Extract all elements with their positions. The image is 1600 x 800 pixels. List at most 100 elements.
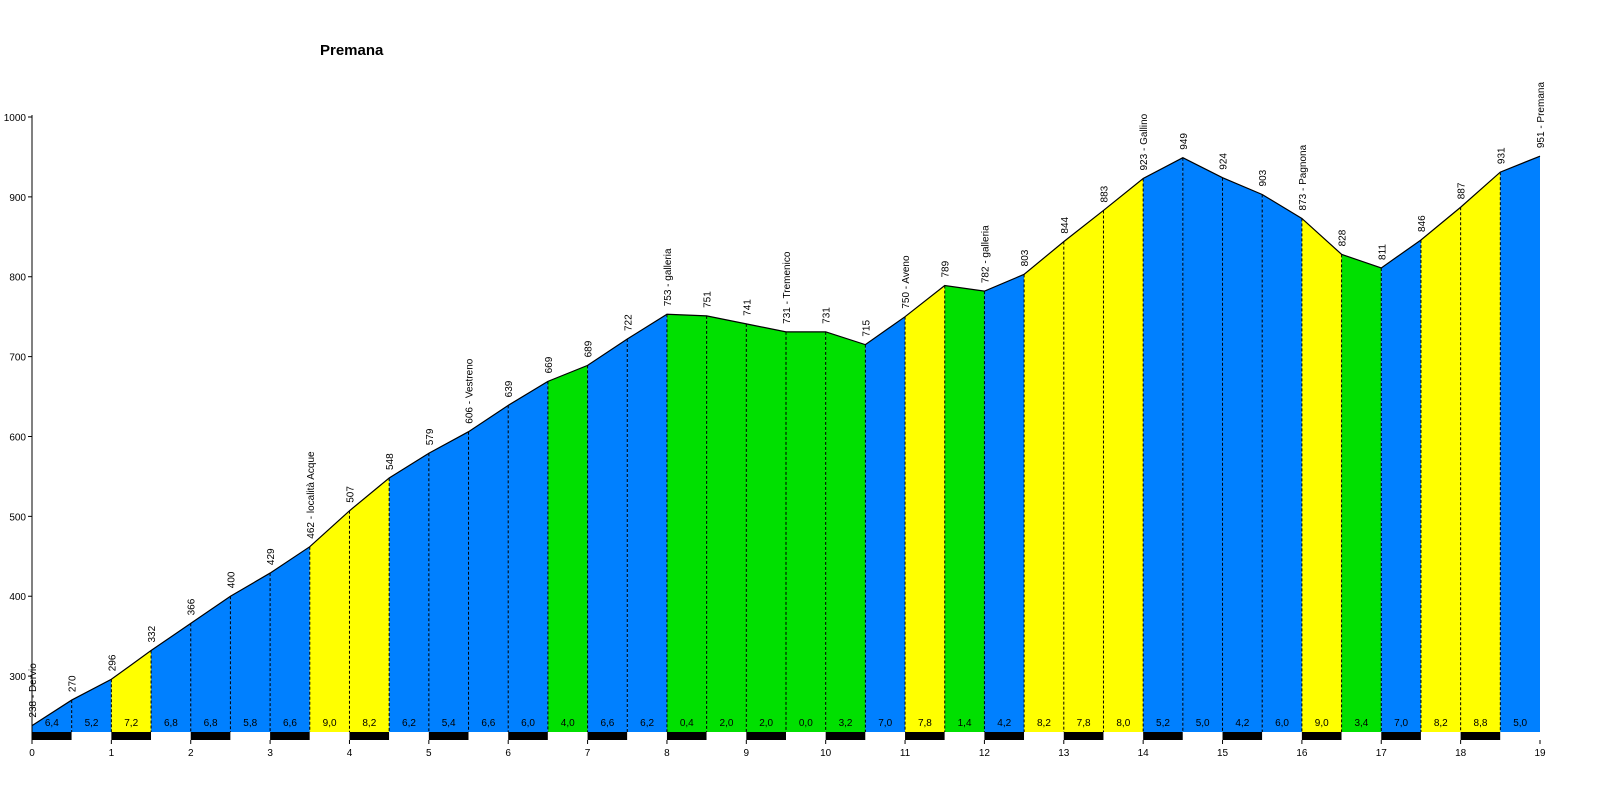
elevation-label: 782 - galleria: [980, 225, 991, 283]
slope-segment: [746, 323, 786, 732]
km-bar-cell: [666, 732, 707, 740]
km-bar-cell: [1420, 732, 1461, 740]
segment-dividers: [71, 157, 1501, 732]
elevation-label: 844: [1060, 216, 1071, 233]
km-bar-cell: [1103, 732, 1144, 740]
x-tick-label: 15: [1217, 748, 1229, 759]
slope-segments: [32, 156, 1540, 732]
x-tick-label: 3: [267, 748, 273, 759]
slope-segment: [270, 546, 310, 732]
gradient-label: 2,0: [759, 718, 773, 729]
gradient-label: 6,6: [283, 718, 297, 729]
elevation-label: 828: [1338, 229, 1349, 246]
x-tick-label: 17: [1376, 748, 1388, 759]
slope-segment: [1063, 210, 1104, 732]
y-tick-label: 1000: [4, 113, 27, 124]
x-tick-label: 9: [744, 748, 750, 759]
gradient-label: 5,4: [442, 718, 456, 729]
km-bar-cell: [270, 732, 310, 740]
gradient-label: 8,2: [362, 718, 376, 729]
gradient-label: 6,8: [204, 718, 218, 729]
gradient-label: 7,0: [1394, 718, 1408, 729]
x-tick-label: 2: [188, 748, 194, 759]
elevation-label: 923 - Gallino: [1139, 113, 1150, 170]
gradient-label: 3,2: [839, 718, 853, 729]
km-bar-cell: [1341, 732, 1382, 740]
slope-segment: [428, 431, 469, 732]
elevation-label: 741: [742, 299, 753, 316]
slope-segment: [1262, 194, 1302, 732]
gradient-label: 5,0: [1196, 718, 1210, 729]
elevation-labels: 238 - Dervio 270 296 332 366 400 429 462 - loca…: [28, 82, 1547, 718]
gradient-label: 8,2: [1037, 718, 1051, 729]
gradient-label: 2,0: [720, 718, 734, 729]
km-bar-cell: [468, 732, 509, 740]
km-bar-cell: [944, 732, 985, 740]
x-tick-label: 4: [347, 748, 353, 759]
elevation-line: [31, 155, 1541, 727]
x-tick-label: 18: [1455, 748, 1467, 759]
elevation-label: 238 - Dervio: [28, 663, 39, 718]
gradient-label: 4,0: [561, 718, 575, 729]
slope-segment: [627, 314, 667, 732]
x-tick-label: 0: [29, 748, 35, 759]
elevation-label: 903: [1258, 169, 1269, 186]
elevation-label: 924: [1219, 153, 1230, 170]
slope-segment: [151, 623, 191, 732]
elevation-label: 366: [187, 598, 198, 615]
slope-segment: [111, 650, 152, 732]
slope-segment: [508, 381, 548, 732]
slope-segment: [786, 331, 826, 732]
km-bar-cell: [1460, 732, 1501, 740]
x-tick-label: 5: [426, 748, 432, 759]
elevation-label: 789: [941, 260, 952, 277]
km-bar-cell: [984, 732, 1025, 740]
slope-segment: [230, 573, 271, 732]
km-bar-cell: [587, 732, 628, 740]
slope-segment: [944, 285, 985, 732]
elevation-label: 751: [703, 291, 714, 308]
km-bar-cell: [230, 732, 271, 740]
elevation-label: 887: [1457, 182, 1468, 199]
elevation-label: 811: [1377, 244, 1388, 260]
gradient-label: 0,0: [799, 718, 813, 729]
elevation-label: 949: [1179, 133, 1190, 150]
elevation-label: 462 - località Acque: [306, 451, 317, 539]
elevation-label: 873 - Pagnona: [1298, 144, 1309, 210]
gradient-label: 5,2: [85, 718, 99, 729]
km-bar-cell: [428, 732, 469, 740]
gradient-label: 0,4: [680, 718, 694, 729]
slope-segment: [1381, 240, 1421, 732]
slope-segment: [706, 315, 747, 732]
x-tick-label: 12: [979, 748, 991, 759]
slope-segment: [71, 679, 112, 732]
km-bar-cell: [1024, 732, 1064, 740]
slope-segment: [547, 365, 588, 732]
elevation-label: 731 - Tremenico: [782, 251, 793, 324]
gradient-label: 7,0: [878, 718, 892, 729]
elevation-label: 750 - Aveno: [901, 255, 912, 309]
elevation-label: 639: [504, 380, 515, 397]
km-bar-cell: [508, 732, 548, 740]
km-bar-cell: [1262, 732, 1302, 740]
elevation-label: 689: [584, 340, 595, 357]
gradient-label: 6,8: [164, 718, 178, 729]
km-bar-cell: [1182, 732, 1223, 740]
gradient-label: 8,8: [1474, 718, 1488, 729]
km-bar-cell: [71, 732, 112, 740]
gradient-label: 7,8: [1077, 718, 1091, 729]
elevation-label: 270: [68, 675, 79, 692]
km-bar-cell: [389, 732, 429, 740]
y-tick-label: 900: [9, 193, 26, 204]
slope-segment: [587, 339, 628, 732]
slope-segment: [190, 596, 231, 732]
slope-segment: [32, 700, 72, 732]
gradient-label: 1,4: [958, 718, 972, 729]
km-bar-cell: [151, 732, 191, 740]
slope-segment: [666, 314, 707, 732]
chart-title: Premana: [320, 42, 384, 59]
slope-segment: [1182, 157, 1223, 732]
gradient-label: 5,0: [1513, 718, 1527, 729]
